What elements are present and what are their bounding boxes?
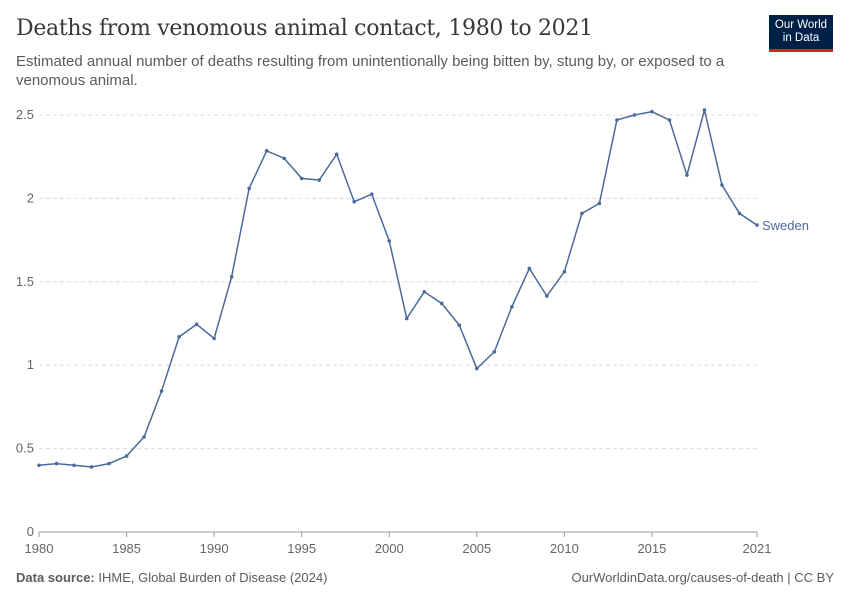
- owid-logo[interactable]: Our World in Data: [769, 15, 833, 52]
- x-tick-label: 2010: [550, 541, 579, 556]
- data-point: [527, 266, 532, 271]
- data-point: [387, 239, 392, 243]
- data-point: [369, 192, 374, 197]
- data-point: [54, 461, 59, 466]
- data-point: [194, 322, 199, 327]
- data-point: [615, 118, 619, 122]
- x-tick-label: 1985: [112, 541, 141, 556]
- data-point: [737, 211, 742, 216]
- series-line: [38, 109, 758, 468]
- x-tick-label: 1990: [200, 541, 229, 556]
- source-label: Data source:: [16, 570, 95, 585]
- data-point: [264, 149, 269, 153]
- data-point: [562, 269, 567, 274]
- data-point: [124, 454, 129, 458]
- x-tick-label: 2005: [462, 541, 491, 556]
- x-tick-label: 1995: [287, 541, 316, 556]
- data-point: [510, 305, 514, 309]
- y-tick-label: 1: [27, 357, 34, 372]
- data-point: [597, 201, 602, 206]
- y-tick-label: 0.5: [16, 441, 34, 456]
- data-source: Data source: IHME, Global Burden of Dise…: [16, 570, 327, 585]
- data-point: [667, 118, 672, 122]
- data-point: [159, 389, 164, 393]
- data-point: [685, 173, 689, 177]
- data-point: [404, 316, 409, 321]
- data-point: [212, 336, 216, 341]
- y-tick-label: 0: [27, 524, 34, 539]
- y-tick-label: 2: [27, 190, 34, 205]
- x-tick-label: 1980: [25, 541, 54, 556]
- data-point: [580, 211, 584, 216]
- data-point: [755, 223, 759, 227]
- x-tick-label: 2015: [637, 541, 666, 556]
- y-tick-label: 1.5: [16, 274, 34, 289]
- data-point: [37, 463, 41, 468]
- data-point: [229, 274, 234, 279]
- data-point: [177, 335, 181, 339]
- chart-subtitle: Estimated annual number of deaths result…: [16, 53, 725, 89]
- data-point: [317, 178, 321, 182]
- data-point: [457, 323, 462, 327]
- data-point: [142, 435, 146, 439]
- data-point: [107, 461, 111, 466]
- data-point: [439, 301, 444, 306]
- data-point: [422, 290, 427, 294]
- data-point: [282, 156, 286, 161]
- data-point: [650, 109, 654, 114]
- data-point: [720, 183, 724, 187]
- data-point: [89, 465, 94, 469]
- data-point: [702, 108, 707, 112]
- data-point: [334, 152, 339, 156]
- y-tick-label: 2.5: [16, 107, 34, 122]
- data-point: [72, 463, 76, 468]
- data-point: [299, 176, 304, 181]
- footer-link[interactable]: OurWorldinData.org/causes-of-death | CC …: [571, 570, 834, 585]
- x-tick-label: 2000: [375, 541, 404, 556]
- x-tick-label: 2021: [743, 541, 772, 556]
- data-point: [247, 186, 251, 191]
- chart-title: Deaths from venomous animal contact, 198…: [16, 16, 593, 41]
- data-point: [545, 294, 549, 298]
- data-point: [352, 199, 357, 204]
- data-point: [492, 350, 497, 354]
- source-text[interactable]: IHME, Global Burden of Disease (2024): [98, 570, 328, 585]
- series-label: Sweden: [762, 218, 809, 233]
- data-point: [475, 366, 479, 371]
- data-point: [632, 113, 637, 117]
